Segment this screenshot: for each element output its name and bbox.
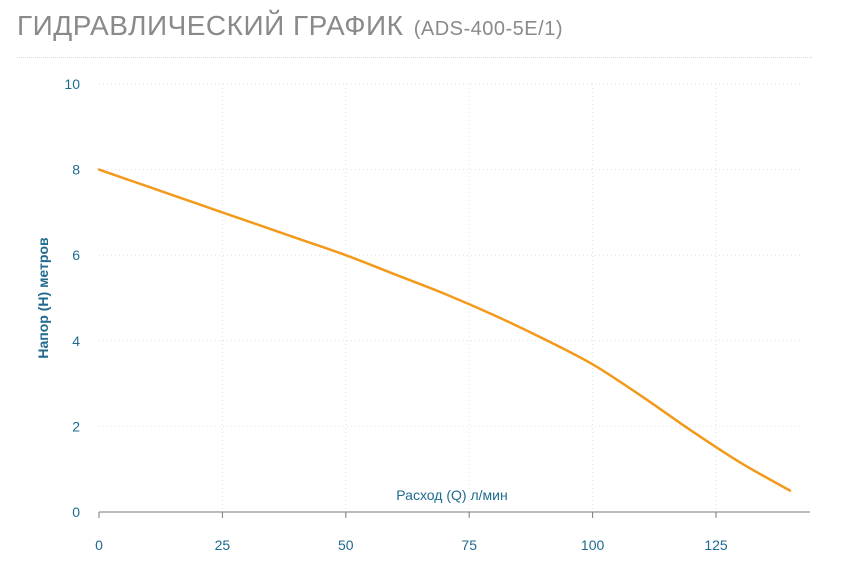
series-group [97,168,792,492]
y-tick-label: 2 [72,418,80,434]
y-tick-label: 0 [72,504,80,520]
axes [98,511,810,518]
title-model: (ADS-400-5E/1) [413,18,563,40]
y-tick-label: 4 [72,333,80,349]
series-line [97,168,792,492]
x-tick-label: 50 [338,537,354,553]
y-tick-label: 8 [72,162,80,178]
x-axis-label: Расход (Q) л/мин [396,487,507,503]
x-tick-label: 125 [704,537,728,553]
y-tick-label: 10 [64,76,80,92]
y-axis-label: Напор (H) метров [35,237,51,359]
x-tick-label: 100 [581,537,605,553]
title-divider [17,57,812,58]
y-tick-label: 6 [72,247,80,263]
title-main: ГИДРАВЛИЧЕСКИЙ ГРАФИК [17,10,404,41]
x-tick-label: 75 [461,537,477,553]
x-tick-labels: 0 25 50 75 100 125 [95,537,728,553]
grid [99,83,800,512]
x-tick-label: 0 [95,537,103,553]
y-tick-labels: 0 2 4 6 8 10 [64,76,80,520]
x-tick-label: 25 [215,537,231,553]
page-title: ГИДРАВЛИЧЕСКИЙ ГРАФИК (ADS-400-5E/1) [17,10,563,42]
